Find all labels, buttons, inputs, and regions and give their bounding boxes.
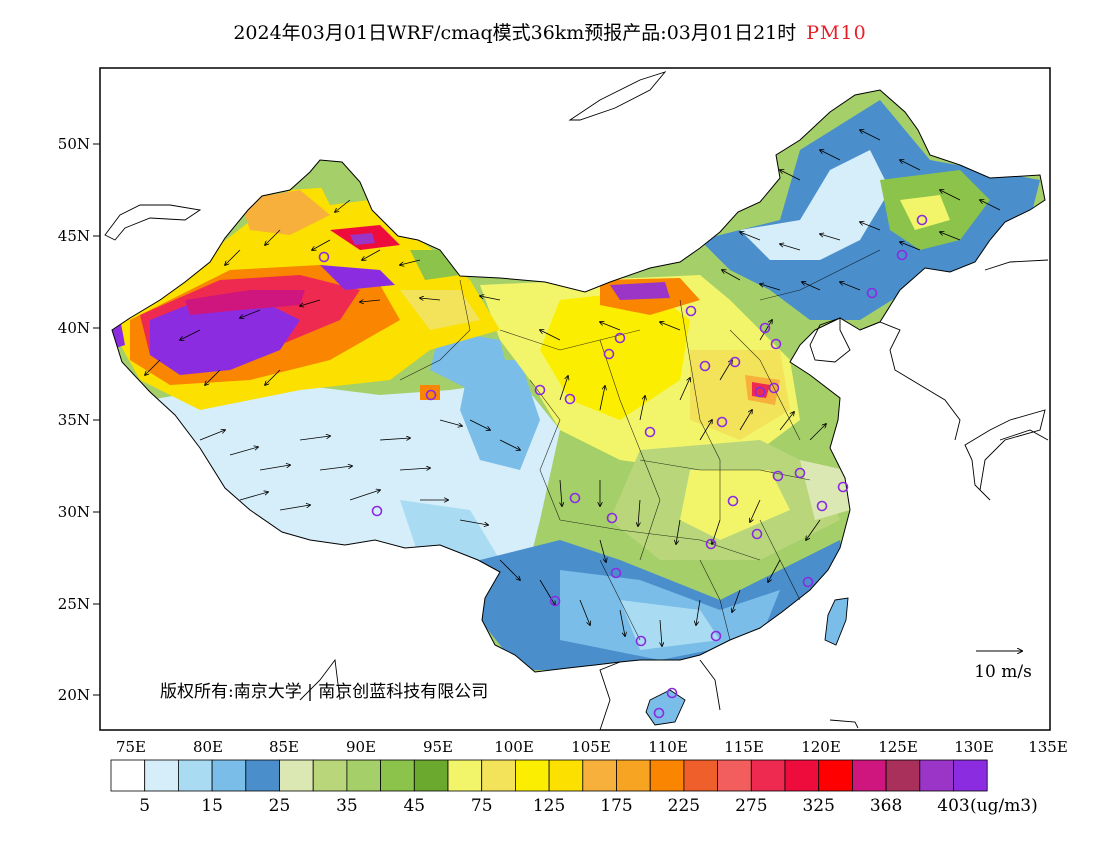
colorbar-swatch xyxy=(852,759,887,792)
colorbar-swatch xyxy=(616,759,651,792)
lon-label: 80E xyxy=(193,738,223,756)
colorbar-label: 75 xyxy=(471,796,493,816)
colorbar-swatch xyxy=(919,759,954,792)
colorbar-swatch xyxy=(110,759,146,792)
lon-label: 130E xyxy=(954,738,994,756)
lon-label: 125E xyxy=(878,738,918,756)
lon-label: 120E xyxy=(801,738,841,756)
lat-label: 20N xyxy=(58,686,90,704)
colorbar-swatch xyxy=(717,759,752,792)
colorbar-labels: 5 15 25 35 45 75 125 175 225 275 325 368 403 xyxy=(139,796,969,816)
colorbar-swatch xyxy=(380,759,415,792)
colorbar-swatch xyxy=(279,759,314,792)
lat-label: 35N xyxy=(58,411,90,429)
title-main: 2024年03月01日WRF/cmaq模式36km预报产品:03月01日21时 xyxy=(233,22,797,44)
colorbar-label: 225 xyxy=(668,796,700,816)
colorbar-swatch xyxy=(144,759,179,792)
colorbar-swatch xyxy=(481,759,516,792)
lon-label: 110E xyxy=(648,738,688,756)
wind-arrows xyxy=(145,130,1001,646)
title-variable: PM10 xyxy=(806,22,867,44)
wind-reference-label: 10 m/s xyxy=(974,662,1032,682)
lat-label: 45N xyxy=(58,227,90,245)
lon-label: 105E xyxy=(571,738,611,756)
colorbar-swatch xyxy=(346,759,381,792)
colorbar-label: 25 xyxy=(269,796,291,816)
colorbar-swatch xyxy=(750,759,786,792)
lat-label: 40N xyxy=(58,319,90,337)
colorbar-swatch xyxy=(885,759,921,792)
city-circle-icon xyxy=(318,214,928,719)
colorbar-swatch xyxy=(582,759,617,792)
colorbar-label: 368 xyxy=(870,796,902,816)
copyright-text: 版权所有:南京大学 | 南京创蓝科技有限公司 xyxy=(160,682,488,702)
colorbar-label: 275 xyxy=(735,796,767,816)
colorbar-label: 15 xyxy=(201,796,223,816)
colorbar-swatch xyxy=(818,759,853,792)
lat-label: 25N xyxy=(58,595,90,613)
colorbar-swatch xyxy=(177,759,213,792)
colorbar-label: 45 xyxy=(403,796,425,816)
colorbar-label: 175 xyxy=(600,796,632,816)
colorbar-swatch xyxy=(784,759,820,792)
colorbar-label: 325 xyxy=(802,796,834,816)
colorbar-swatch xyxy=(548,759,584,792)
colorbar-label: 403 xyxy=(937,796,969,816)
lon-label: 115E xyxy=(724,738,764,756)
colorbar-label: 35 xyxy=(336,796,358,816)
map-title: 2024年03月01日WRF/cmaq模式36km预报产品:03月01日21时 P… xyxy=(0,18,1100,45)
lon-label: 135E xyxy=(1028,738,1068,756)
china-boundary xyxy=(111,89,1046,673)
colorbar-unit: (ug/m3) xyxy=(970,796,1038,816)
colorbar-swatch xyxy=(649,759,685,792)
lat-label: 50N xyxy=(58,135,90,153)
colorbar-swatch xyxy=(413,759,449,792)
lon-label: 85E xyxy=(269,738,299,756)
lon-label: 90E xyxy=(346,738,376,756)
lon-label: 100E xyxy=(494,738,534,756)
colorbar-swatch xyxy=(515,759,550,792)
colorbar-swatch xyxy=(211,759,247,792)
colorbar-label: 5 xyxy=(139,796,150,816)
colorbar xyxy=(110,759,988,792)
lat-label: 30N xyxy=(58,503,90,521)
colorbar-swatch xyxy=(447,759,483,792)
colorbar-swatch xyxy=(683,759,719,792)
lat-ticks xyxy=(93,143,100,696)
latitude-labels: 50N 45N 40N 35N 30N 25N 20N xyxy=(58,135,90,704)
province-lines xyxy=(399,249,881,641)
lon-label: 95E xyxy=(423,738,453,756)
colorbar-swatch xyxy=(245,759,280,792)
colorbar-swatch xyxy=(953,759,988,792)
lon-label: 75E xyxy=(116,738,146,756)
colorbar-swatch xyxy=(312,759,348,792)
colorbar-label: 125 xyxy=(533,796,565,816)
longitude-labels: 75E 80E 85E 90E 95E 100E 105E 110E 115E … xyxy=(116,738,1068,756)
